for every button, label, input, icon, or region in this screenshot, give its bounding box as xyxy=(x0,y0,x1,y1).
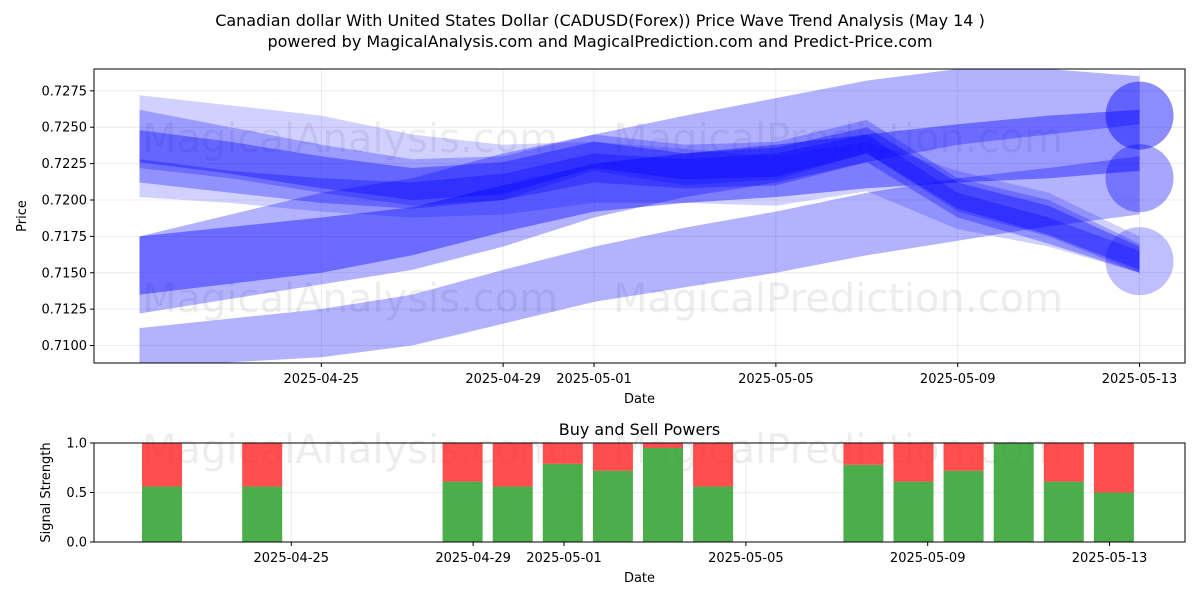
price-y-tick-label: 0.7175 xyxy=(42,230,88,245)
chart-subtitle: powered by MagicalAnalysis.com and Magic… xyxy=(267,32,932,51)
watermark-prediction: MagicalPrediction.com xyxy=(613,276,1063,322)
price-y-tick-label: 0.7250 xyxy=(42,121,88,136)
buy-bar xyxy=(142,486,182,542)
sell-bar xyxy=(242,443,283,487)
price-y-tick-label: 0.7150 xyxy=(42,266,88,281)
sell-bar xyxy=(943,443,984,471)
powers-y-tick-label: 1.0 xyxy=(66,437,87,452)
sell-bar xyxy=(843,443,884,465)
wave-band xyxy=(139,109,1140,295)
wave-band xyxy=(139,109,1140,273)
sell-bar xyxy=(542,443,583,464)
sell-bar xyxy=(592,443,633,471)
powers-title: Buy and Sell Powers xyxy=(559,420,721,439)
price-y-tick-label: 0.7275 xyxy=(42,84,88,99)
buy-bar xyxy=(242,486,283,542)
buy-bar xyxy=(643,447,683,542)
wave-end-marker xyxy=(1105,81,1174,150)
chart-title: Canadian dollar With United States Dolla… xyxy=(215,11,985,30)
wave-end-marker xyxy=(1105,144,1174,213)
watermark-analysis: MagicalAnalysis.com xyxy=(142,116,558,162)
watermark-prediction: MagicalPrediction.com xyxy=(613,427,1063,473)
powers-x-tick-label: 2025-05-13 xyxy=(1072,551,1148,566)
sell-bar xyxy=(1093,443,1134,493)
powers-x-tick-label: 2025-04-25 xyxy=(254,551,330,566)
wave-band xyxy=(139,95,1140,273)
powers-y-tick-label: 0.5 xyxy=(66,486,87,501)
watermark-analysis: MagicalAnalysis.com xyxy=(142,427,558,473)
buy-bar xyxy=(1043,481,1084,542)
buy-bar xyxy=(442,481,483,542)
price-x-tick-label: 2025-04-25 xyxy=(284,372,360,387)
sell-bar xyxy=(142,443,182,487)
price-y-axis-label: Price xyxy=(15,200,30,232)
sell-bar xyxy=(442,443,483,482)
price-axes-frame xyxy=(93,68,1186,364)
wave-band xyxy=(139,134,1140,273)
price-x-tick-label: 2025-04-29 xyxy=(465,372,541,387)
powers-bars xyxy=(142,443,1134,542)
watermark-prediction: MagicalPrediction.com xyxy=(613,116,1063,162)
price-x-tick-label: 2025-05-05 xyxy=(738,372,814,387)
sell-bar xyxy=(693,443,734,487)
price-x-axis-label: Date xyxy=(624,392,655,407)
powers-y-axis-label: Signal Strength xyxy=(39,442,54,542)
powers-x-tick-label: 2025-05-01 xyxy=(526,551,602,566)
buy-bar xyxy=(592,470,633,542)
price-panel: MagicalAnalysis.com MagicalPrediction.com… xyxy=(15,68,1186,407)
buy-bar xyxy=(1093,492,1134,542)
price-x-tick-label: 2025-05-13 xyxy=(1102,372,1178,387)
wave-band xyxy=(139,69,1140,314)
price-y-tick-label: 0.7100 xyxy=(42,339,88,354)
buy-bar xyxy=(893,481,934,542)
sell-bar xyxy=(893,443,934,482)
sell-bar xyxy=(643,443,683,448)
price-y-tick-label: 0.7125 xyxy=(42,303,88,318)
wave-end-marker xyxy=(1105,227,1174,296)
wave-band xyxy=(139,156,1140,363)
buy-bar xyxy=(993,443,1034,542)
powers-x-tick-label: 2025-04-29 xyxy=(435,551,511,566)
wave-band xyxy=(139,127,1140,270)
buy-bar xyxy=(492,486,533,542)
sell-bar xyxy=(492,443,533,487)
buy-bar xyxy=(943,470,984,542)
powers-x-axis-label: Date xyxy=(624,571,655,586)
buy-bar xyxy=(693,486,734,542)
buy-bar xyxy=(542,463,583,542)
price-y-tick-label: 0.7225 xyxy=(42,157,88,172)
buy-bar xyxy=(843,464,884,542)
wave-bands xyxy=(139,69,1174,363)
price-x-tick-label: 2025-05-09 xyxy=(920,372,996,387)
powers-x-tick-label: 2025-05-05 xyxy=(708,551,784,566)
watermark-analysis: MagicalAnalysis.com xyxy=(142,276,558,322)
sell-bar xyxy=(1043,443,1084,482)
powers-x-tick-label: 2025-05-09 xyxy=(890,551,966,566)
price-x-tick-label: 2025-05-01 xyxy=(556,372,632,387)
powers-y-tick-label: 0.0 xyxy=(66,536,87,551)
price-y-tick-label: 0.7200 xyxy=(42,193,88,208)
